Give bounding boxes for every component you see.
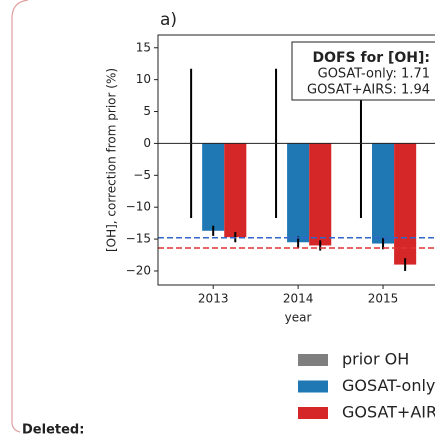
y-tick-label: 0 [143, 136, 151, 150]
x-tick-label: 2015 [368, 292, 399, 306]
y-tick-label: −15 [126, 232, 151, 246]
bar [309, 143, 332, 246]
panel-label: a) [160, 10, 177, 30]
annotation-text: GOSAT+AIRS: 1.94 [307, 83, 430, 98]
annotation-text: DOFS for [OH]: [312, 50, 430, 66]
legend-label: GOSAT+AIRS [342, 403, 435, 422]
y-tick-label: 5 [143, 104, 151, 118]
legend-swatch [298, 354, 328, 366]
bar [202, 143, 225, 231]
legend-swatch [298, 380, 328, 393]
deleted-label: Deleted: [22, 423, 84, 437]
x-axis-label: year [285, 311, 312, 325]
legend-label: prior OH [342, 350, 409, 369]
y-tick-label: −10 [126, 200, 151, 214]
y-tick-label: 15 [136, 40, 151, 54]
y-tick-label: −5 [133, 168, 151, 182]
annotation-text: GOSAT-only: 1.71 [318, 67, 430, 82]
change-bar [11, 0, 29, 433]
annotation-box [291, 41, 435, 101]
y-tick-label: 10 [136, 72, 151, 86]
x-tick-label: 2014 [283, 292, 314, 306]
bar [372, 143, 395, 244]
plot-frame [157, 34, 435, 286]
y-tick-label: −20 [126, 263, 151, 277]
y-axis-label: [OH], correction from prior (%) [105, 68, 119, 252]
bar [224, 143, 247, 238]
bar [394, 143, 417, 265]
legend-swatch [298, 407, 328, 419]
x-tick-label: 2013 [198, 292, 229, 306]
legend-label: GOSAT-only [342, 376, 435, 395]
bar [287, 143, 310, 243]
